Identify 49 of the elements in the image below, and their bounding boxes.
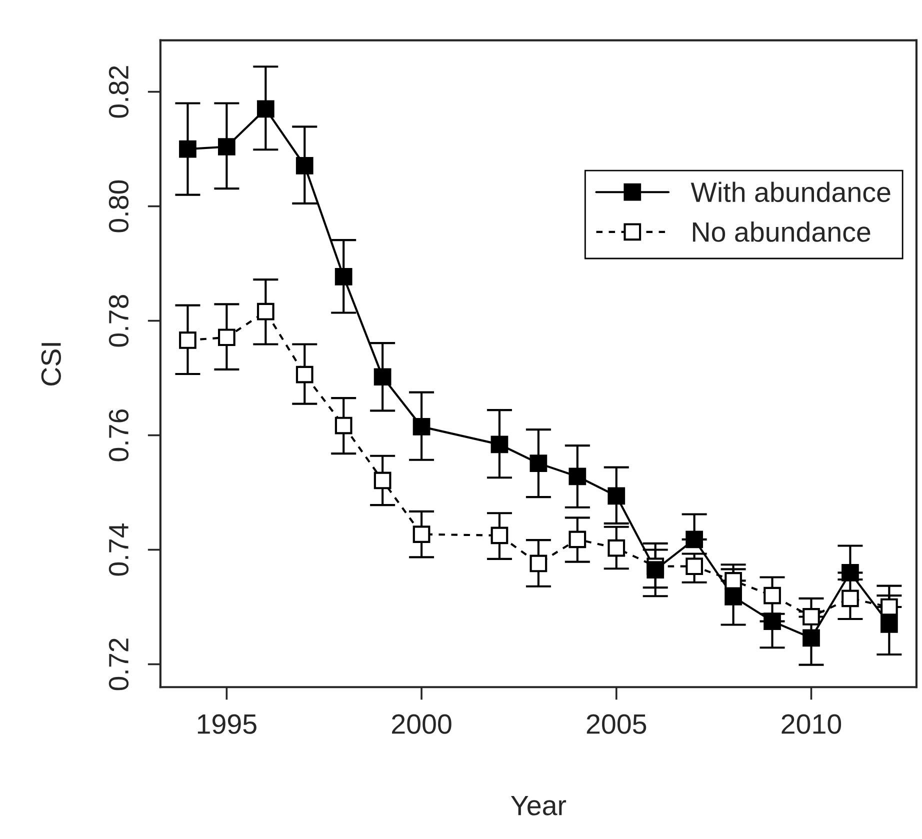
point	[568, 468, 586, 486]
point	[334, 416, 352, 434]
point	[412, 526, 430, 543]
point	[568, 530, 586, 548]
point	[334, 268, 352, 286]
point	[256, 100, 274, 118]
point	[764, 612, 781, 630]
point	[374, 472, 392, 490]
point	[880, 615, 898, 633]
point	[179, 140, 196, 158]
y-tick-label: 0.74	[108, 524, 129, 576]
point	[412, 418, 430, 436]
x-tick-label: 2000	[392, 714, 452, 734]
point	[530, 554, 548, 572]
point	[646, 561, 664, 578]
point	[374, 368, 392, 386]
point	[296, 156, 314, 174]
legend-label: With abundance	[690, 182, 890, 202]
y-axis-title: CSI	[41, 343, 61, 386]
point	[880, 598, 898, 616]
point	[842, 564, 859, 582]
point	[490, 436, 508, 454]
point	[724, 588, 742, 606]
x-tick-label: 2005	[586, 714, 646, 734]
x-axis-title: Year	[510, 796, 566, 816]
point	[802, 629, 820, 647]
y-tick-label: 0.72	[108, 638, 129, 690]
point	[296, 366, 314, 384]
point	[764, 586, 781, 604]
point	[724, 572, 742, 590]
legend-label: No abundance	[693, 221, 870, 242]
point	[530, 454, 548, 472]
x-tick-label: 2010	[782, 714, 842, 734]
point	[218, 328, 236, 346]
y-tick-label: 0.80	[108, 180, 129, 232]
point	[218, 138, 236, 156]
y-tick-label: 0.76	[108, 409, 129, 462]
point	[802, 608, 820, 626]
point	[256, 302, 274, 320]
y-tick-label: 0.78	[108, 294, 129, 347]
point	[608, 487, 626, 505]
point	[686, 558, 704, 576]
point	[842, 590, 859, 608]
point	[490, 526, 508, 544]
x-tick-label: 1995	[198, 714, 256, 734]
y-tick-label: 0.82	[108, 66, 129, 118]
point	[608, 539, 626, 557]
point	[179, 332, 196, 349]
point	[686, 530, 704, 548]
